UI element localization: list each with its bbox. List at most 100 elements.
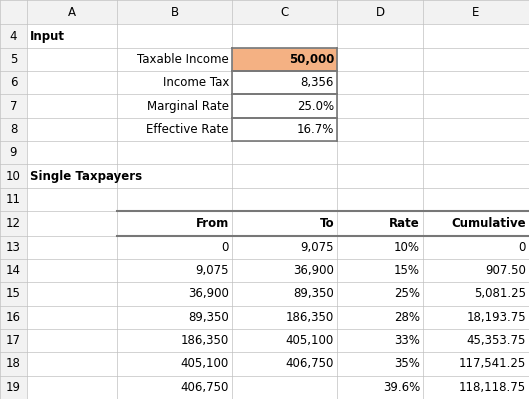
Bar [27,164,117,188]
Bar [27,164,117,188]
Bar [232,259,337,282]
Bar [117,259,232,282]
Bar [0,164,27,188]
Bar [423,306,529,329]
Bar [0,211,27,236]
Bar [0,376,27,399]
Text: 14: 14 [6,264,21,277]
Text: 10%: 10% [394,241,420,254]
Bar [232,352,337,376]
Bar [232,376,337,399]
Bar [0,352,27,376]
Text: 405,100: 405,100 [181,358,229,371]
Bar [117,352,232,376]
Bar [337,376,423,399]
Bar [232,236,337,259]
Bar [27,259,117,282]
Text: 12: 12 [6,217,21,230]
Bar [0,306,27,329]
Bar [232,164,337,188]
Text: Single Taxpayers: Single Taxpayers [30,170,142,183]
Bar [0,48,27,71]
Bar [27,71,117,95]
Bar [0,24,27,48]
Bar [117,352,232,376]
Bar [27,24,117,48]
Bar [27,282,117,306]
Text: Marginal Rate: Marginal Rate [147,100,229,113]
Text: 16.7%: 16.7% [297,123,334,136]
Bar [337,164,423,188]
Bar [337,236,423,259]
Text: 25.0%: 25.0% [297,100,334,113]
Bar [0,282,27,306]
Bar [117,95,232,118]
Text: 89,350: 89,350 [188,311,229,324]
Text: 10: 10 [6,170,21,183]
Bar [232,71,337,95]
Bar [232,211,337,236]
Bar [0,0,27,24]
Bar [337,352,423,376]
Text: 11: 11 [6,193,21,206]
Bar [423,352,529,376]
Bar [423,306,529,329]
Bar [337,141,423,164]
Text: 5: 5 [10,53,17,66]
Bar [117,71,232,95]
Bar [0,352,27,376]
Text: 9,075: 9,075 [300,241,334,254]
Bar [232,95,337,118]
Bar [117,71,232,95]
Text: 39.6%: 39.6% [383,381,420,394]
Bar [117,236,232,259]
Bar [337,306,423,329]
Text: 186,350: 186,350 [286,311,334,324]
Bar [337,0,423,24]
Bar [0,48,27,71]
Bar [232,376,337,399]
Bar [0,282,27,306]
Text: 0: 0 [518,241,526,254]
Bar [0,188,27,211]
Text: 8: 8 [10,123,17,136]
Text: 907.50: 907.50 [485,264,526,277]
Bar [117,0,232,24]
Bar [232,236,337,259]
Bar [337,259,423,282]
Bar [232,48,337,71]
Bar [27,376,117,399]
Text: Input: Input [30,30,65,43]
Bar [117,95,232,118]
Bar [337,282,423,306]
Bar [337,282,423,306]
Bar [0,95,27,118]
Text: 45,353.75: 45,353.75 [467,334,526,347]
Bar [232,306,337,329]
Bar [232,329,337,352]
Bar [27,48,117,71]
Text: C: C [280,6,289,19]
Bar [117,0,232,24]
Bar [337,329,423,352]
Bar [117,376,232,399]
Bar [232,352,337,376]
Bar [0,329,27,352]
Text: 118,118.75: 118,118.75 [459,381,526,394]
Bar [27,0,117,24]
Text: 36,900: 36,900 [188,287,229,300]
Text: 35%: 35% [394,358,420,371]
Text: 0: 0 [222,241,229,254]
Text: 18: 18 [6,358,21,371]
Bar [232,24,337,48]
Text: 6: 6 [10,76,17,89]
Bar [0,259,27,282]
Text: E: E [472,6,480,19]
Bar [337,211,423,236]
Bar [337,188,423,211]
Bar [423,376,529,399]
Bar [0,211,27,236]
Bar [423,211,529,236]
Text: To: To [320,217,334,230]
Bar [0,188,27,211]
